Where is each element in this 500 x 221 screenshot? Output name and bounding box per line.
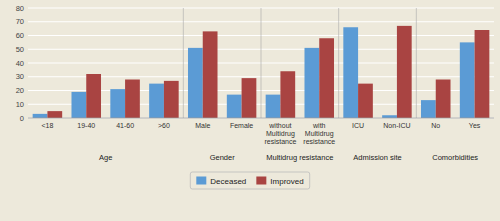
bar — [358, 84, 373, 118]
bar — [280, 71, 295, 118]
bar — [460, 42, 475, 118]
x-tick-label: >60 — [158, 122, 170, 129]
x-tick-label: 41-60 — [116, 122, 134, 129]
legend-frame — [190, 172, 309, 189]
bar — [319, 38, 334, 118]
x-tick-label: withMultidrugresistance — [303, 122, 335, 145]
bar — [86, 74, 101, 118]
x-tick-label: <18 — [41, 122, 53, 129]
y-tick-label: 80 — [16, 4, 24, 13]
bar — [266, 95, 281, 118]
section-label: Admission site — [353, 153, 401, 162]
legend-label: Improved — [270, 177, 303, 186]
bar — [188, 48, 203, 118]
x-tick-label: 19-40 — [77, 122, 95, 129]
section-label: Comorbidities — [432, 153, 478, 162]
x-tick-label: Male — [195, 122, 210, 129]
section-label: Multidrug resistance — [266, 153, 333, 162]
section-label: Gender — [210, 153, 236, 162]
y-tick-label: 20 — [16, 86, 24, 95]
bar — [227, 95, 242, 118]
background — [0, 0, 500, 221]
chart: 0 10 20 30 40 50 60 70 80 Age Gender Multidrug resi… — [0, 0, 500, 221]
bar — [47, 111, 62, 118]
bar — [382, 115, 397, 118]
y-tick-label: 70 — [16, 17, 24, 26]
y-tick-label: 50 — [16, 45, 24, 54]
x-tick-label: No — [431, 122, 440, 129]
section-divider — [183, 8, 184, 118]
section-label: Age — [99, 153, 112, 162]
bar — [304, 48, 319, 118]
x-tick-label: Yes — [469, 122, 481, 129]
y-tick-label: 30 — [16, 72, 24, 81]
x-axis — [28, 118, 494, 119]
bar — [421, 100, 436, 118]
legend-swatch — [256, 177, 266, 185]
section-divider — [416, 8, 417, 118]
bar — [110, 89, 125, 118]
bar — [71, 92, 86, 118]
bar — [343, 27, 358, 118]
legend-label: Deceased — [210, 177, 246, 186]
y-tick-label: 60 — [16, 31, 24, 40]
bar — [436, 80, 451, 119]
x-tick-label: Female — [230, 122, 253, 129]
section-divider — [261, 8, 262, 118]
bar — [397, 26, 412, 118]
grid-line — [28, 118, 494, 119]
bar — [203, 31, 218, 118]
bar — [149, 84, 164, 118]
y-tick-label: 40 — [16, 59, 24, 68]
x-tick-label: withoutMultidrugresistance — [264, 122, 296, 145]
bar — [475, 30, 490, 118]
grid — [28, 8, 494, 118]
y-tick-label: 10 — [16, 100, 24, 109]
section-divider — [338, 8, 339, 118]
bar — [164, 81, 179, 118]
legend-swatch — [196, 177, 206, 185]
legend: Deceased Improved — [190, 172, 309, 189]
bars — [33, 26, 490, 118]
bar — [242, 78, 257, 118]
y-tick-label: 0 — [20, 114, 24, 123]
x-tick-label: ICU — [352, 122, 364, 129]
bar — [33, 114, 48, 118]
x-tick-label: Non-ICU — [383, 122, 410, 129]
bar — [125, 80, 140, 119]
